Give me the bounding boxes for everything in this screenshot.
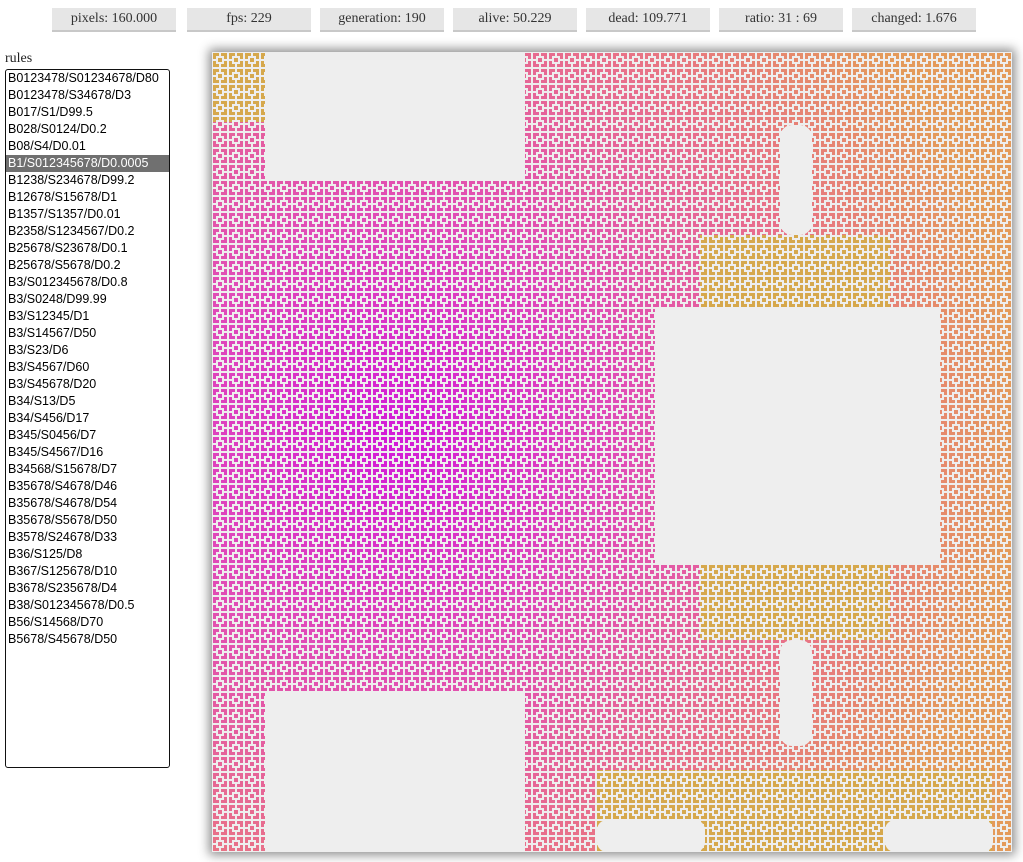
rule-item[interactable]: B3/S012345678/D0.8 — [8, 275, 128, 289]
stat-box: dead: 109.771 — [586, 8, 710, 32]
rule-item[interactable]: B028/S0124/D0.2 — [8, 122, 107, 136]
simulation-board[interactable] — [212, 52, 1012, 852]
stat-box: pixels: 160.000 — [52, 8, 176, 32]
rule-item[interactable]: B367/S125678/D10 — [8, 564, 118, 578]
rule-item[interactable]: B3/S23/D6 — [8, 343, 69, 357]
rule-item[interactable]: B3678/S235678/D4 — [8, 581, 118, 595]
rule-item[interactable]: B34/S13/D5 — [8, 394, 76, 408]
rule-item[interactable]: B3/S14567/D50 — [8, 326, 97, 340]
rule-item[interactable]: B12678/S15678/D1 — [8, 190, 118, 204]
rule-item[interactable]: B3/S12345/D1 — [8, 309, 90, 323]
rule-item[interactable]: B08/S4/D0.01 — [8, 139, 86, 153]
rule-item[interactable]: B2358/S1234567/D0.2 — [8, 224, 135, 238]
rule-item-selected[interactable]: B1/S012345678/D0.0005 — [6, 155, 169, 172]
rule-item[interactable]: B0123478/S34678/D3 — [8, 88, 132, 102]
rule-item[interactable]: B34568/S15678/D7 — [8, 462, 118, 476]
rule-item[interactable]: B36/S125/D8 — [8, 547, 83, 561]
stat-box: changed: 1.676 — [852, 8, 976, 32]
stat-box: ratio: 31 : 69 — [719, 8, 843, 32]
rule-item[interactable]: B56/S14568/D70 — [8, 615, 104, 629]
rule-item[interactable]: B25678/S5678/D0.2 — [8, 258, 121, 272]
rule-item[interactable]: B0123478/S01234678/D80 — [8, 71, 159, 85]
rule-item[interactable]: B345/S4567/D16 — [8, 445, 104, 459]
rule-item[interactable]: B3578/S24678/D33 — [8, 530, 118, 544]
rule-item[interactable]: B1238/S234678/D99.2 — [8, 173, 135, 187]
rule-item[interactable]: B345/S0456/D7 — [8, 428, 97, 442]
rule-item[interactable]: B3/S45678/D20 — [8, 377, 97, 391]
rule-item[interactable]: B34/S456/D17 — [8, 411, 90, 425]
rule-item[interactable]: B1357/S1357/D0.01 — [8, 207, 121, 221]
stat-box: alive: 50.229 — [453, 8, 577, 32]
rule-item[interactable]: B38/S012345678/D0.5 — [8, 598, 135, 612]
rule-item[interactable]: B25678/S23678/D0.1 — [8, 241, 128, 255]
rule-item[interactable]: B3/S4567/D60 — [8, 360, 90, 374]
cell-layer — [212, 52, 1012, 852]
rule-item[interactable]: B5678/S45678/D50 — [8, 632, 118, 646]
stat-box: fps: 229 — [187, 8, 311, 32]
rules-label: rules — [5, 51, 33, 66]
rule-item[interactable]: B35678/S4678/D46 — [8, 479, 118, 493]
rule-item[interactable]: B35678/S5678/D50 — [8, 513, 118, 527]
rule-item[interactable]: B35678/S4678/D54 — [8, 496, 118, 510]
rule-item[interactable]: B017/S1/D99.5 — [8, 105, 93, 119]
rule-item[interactable]: B3/S0248/D99.99 — [8, 292, 107, 306]
rules-list[interactable]: B0123478/S01234678/D80 B0123478/S34678/D3… — [5, 69, 170, 768]
stat-box: generation: 190 — [320, 8, 444, 32]
